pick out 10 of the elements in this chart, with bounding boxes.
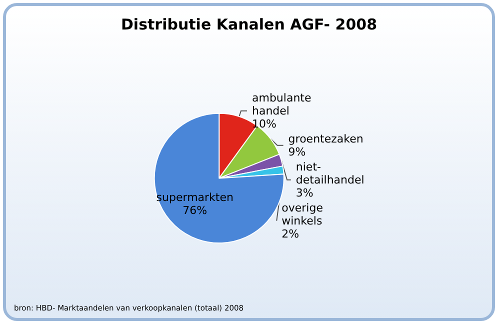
slice-label: ambulante handel xyxy=(252,91,312,118)
data-label: 2% xyxy=(282,227,300,240)
data-label: 9% xyxy=(288,145,306,158)
data-label: 76% xyxy=(182,204,208,218)
chart-title: Distributie Kanalen AGF- 2008 xyxy=(120,16,378,34)
slice-label: groentezaken xyxy=(288,132,364,146)
data-label: 3% xyxy=(296,186,314,200)
slice-label: niet-detailhandel xyxy=(296,160,364,186)
slice-label: overige winkels xyxy=(282,201,324,228)
data-label: 10% xyxy=(252,117,276,130)
